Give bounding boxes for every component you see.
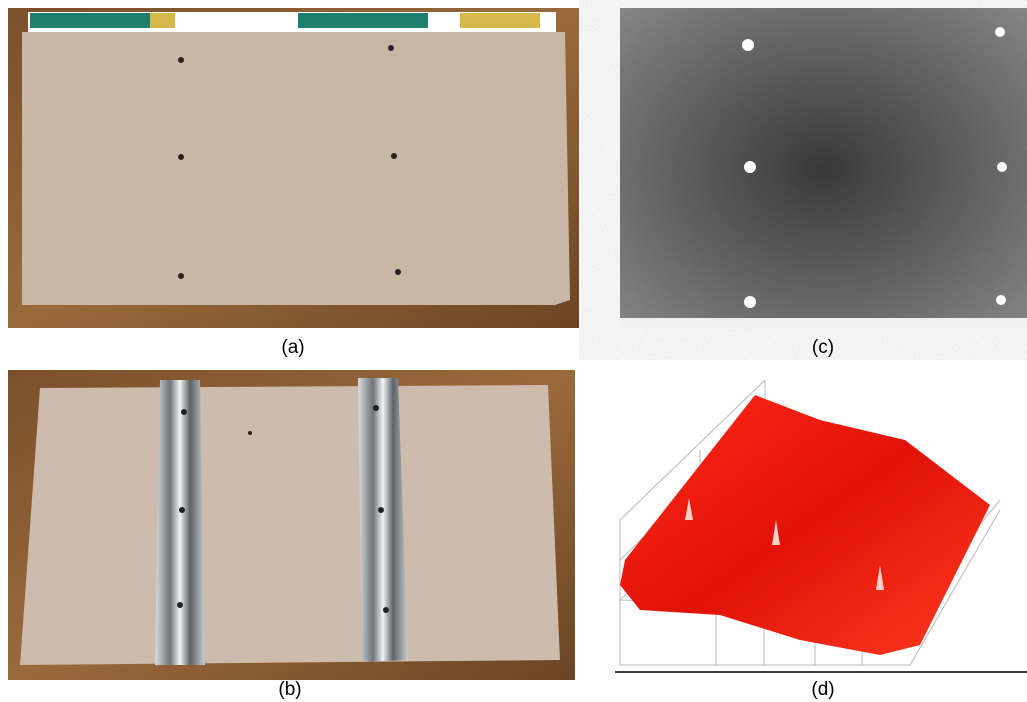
panel-label: (c) (812, 337, 834, 358)
panel-d-image (615, 380, 1027, 672)
panel-label: (d) (811, 679, 834, 700)
panel-label: (b) (278, 679, 301, 700)
panel-b-image (8, 370, 575, 680)
panel-c-image (620, 8, 1027, 328)
panel-a-image (8, 8, 579, 328)
panel-label: (a) (281, 337, 304, 358)
figure: (a) (c) (b) (0, 0, 1027, 702)
